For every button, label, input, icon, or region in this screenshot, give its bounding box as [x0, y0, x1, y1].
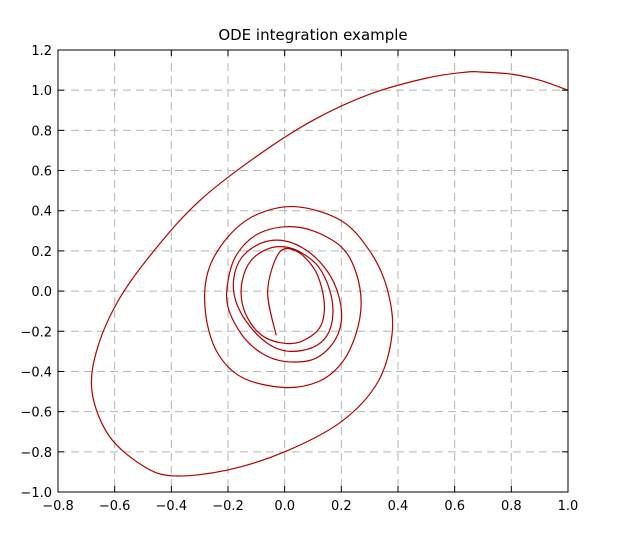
y-tick-label: −0.2 [20, 325, 52, 340]
y-tick-label: 0.4 [31, 205, 52, 220]
y-tick-label: −0.8 [20, 446, 52, 461]
chart-title: ODE integration example [218, 26, 407, 44]
x-tick-label: 0.2 [331, 499, 352, 514]
x-tick-label: −0.6 [99, 499, 131, 514]
series-line [90, 70, 569, 477]
plot-frame [57, 49, 569, 493]
y-tick-label: −1.0 [20, 486, 52, 501]
x-tick-label: −0.8 [42, 499, 74, 514]
grid [58, 50, 568, 492]
x-tick-label: 0.8 [501, 499, 522, 514]
ticks: −0.8 −0.6 −0.4 −0.2 0.0 0.2 0.4 0.6 0.8 1.0−1.0−0… [20, 44, 578, 514]
y-tick-label: −0.4 [20, 365, 52, 380]
series-layer [90, 70, 569, 477]
y-tick-label: 0.2 [31, 245, 52, 260]
x-tick-label: 0.6 [444, 499, 465, 514]
y-tick-label: 0.0 [31, 285, 52, 300]
y-tick-label: 0.6 [31, 165, 52, 180]
x-tick-label: −0.2 [212, 499, 244, 514]
x-tick-label: 1.0 [558, 499, 579, 514]
y-tick-label: 1.0 [31, 84, 52, 99]
y-tick-label: 1.2 [31, 44, 52, 59]
x-tick-label: 0.0 [274, 499, 295, 514]
x-tick-label: −0.4 [156, 499, 188, 514]
x-tick-label: 0.4 [388, 499, 409, 514]
y-tick-label: 0.8 [31, 124, 52, 139]
y-tick-label: −0.6 [20, 406, 52, 421]
